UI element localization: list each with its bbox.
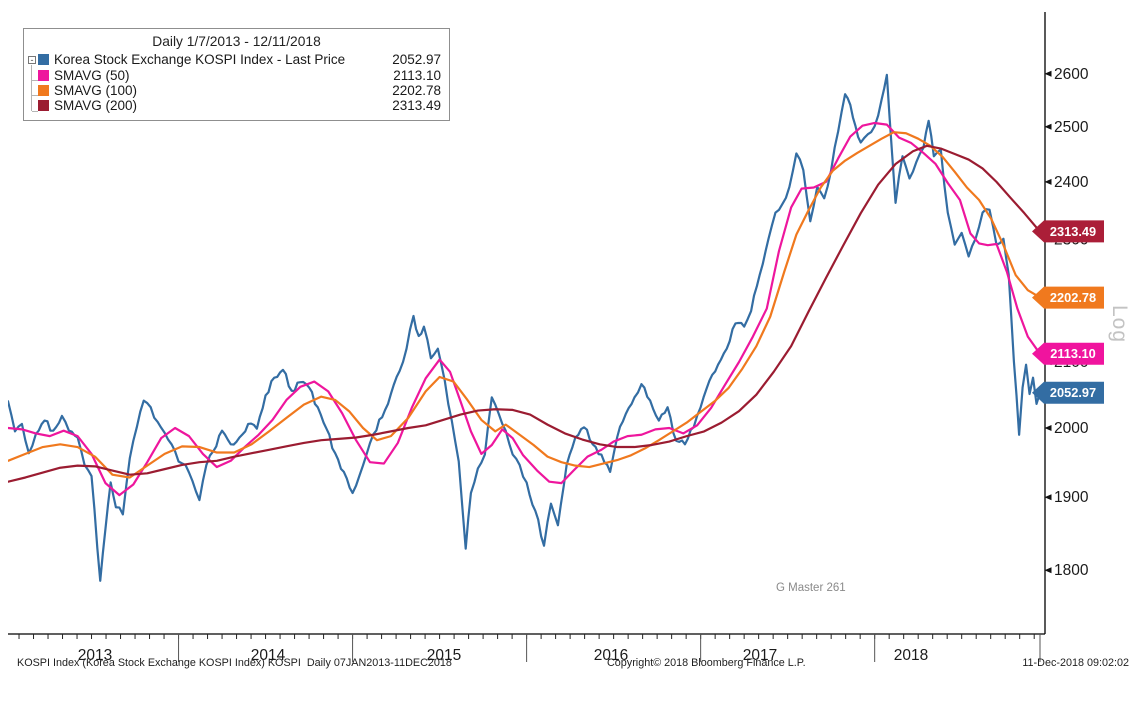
series-line-smavg-100-	[8, 131, 1042, 479]
axis-price-badge	[1032, 220, 1104, 243]
smavg100-series-swatch	[38, 84, 49, 96]
chart-watermark: G Master 261	[776, 582, 846, 594]
legend-tree-stub	[32, 80, 38, 81]
legend-row-smavg50: SMAVG (50) 2113.10	[24, 67, 449, 83]
kospi-series-swatch	[38, 54, 49, 66]
legend-rows: Korea Stock Exchange KOSPI Index - Last …	[24, 52, 449, 114]
legend-tree-expander-icon[interactable]: -	[28, 56, 36, 65]
x-year-label: 2013	[78, 647, 112, 664]
x-year-label: 2018	[894, 647, 928, 664]
y-tick-mark	[1044, 178, 1052, 185]
axis-price-badge-value: 2313.49	[1050, 224, 1096, 239]
legend-label: SMAVG (100)	[54, 82, 138, 98]
legend-row-last-price: Korea Stock Exchange KOSPI Index - Last …	[24, 52, 449, 67]
y-tick-mark	[1044, 123, 1052, 130]
legend-value: 2202.78	[392, 82, 441, 98]
y-tick-label: 2400	[1054, 174, 1089, 191]
y-tick-label: 1900	[1054, 489, 1089, 506]
series-line-smavg-200-	[8, 144, 1042, 483]
y-tick-mark	[1044, 567, 1052, 574]
axis-price-badge	[1032, 342, 1104, 365]
series-line-smavg-50-	[8, 121, 1042, 497]
axis-price-badge-value: 2202.78	[1050, 290, 1096, 305]
legend-tree-rail	[31, 65, 32, 111]
legend-row-smavg200: SMAVG (200) 2313.49	[24, 98, 449, 113]
smavg50-series-swatch	[38, 69, 49, 81]
legend-tree-stub	[32, 95, 38, 96]
legend-label: SMAVG (200)	[54, 98, 138, 114]
x-year-label: 2014	[251, 647, 286, 664]
legend-label: Korea Stock Exchange KOSPI Index - Last …	[54, 52, 346, 68]
footer-copyright: Copyright© 2018 Bloomberg Finance L.P.	[607, 657, 806, 669]
footer-timestamp: 11-Dec-2018 09:02:02	[1022, 657, 1129, 669]
axis-price-badge-value: 2052.97	[1050, 385, 1096, 400]
x-year-label: 2016	[594, 647, 628, 664]
legend-value: 2113.10	[393, 67, 441, 83]
series-line-korea-stock-exchange-kospi-index-last-price	[8, 73, 1042, 582]
y-tick-mark	[1044, 425, 1052, 431]
legend-value: 2313.49	[392, 98, 441, 114]
x-year-label: 2015	[427, 647, 461, 664]
legend-row-smavg100: SMAVG (100) 2202.78	[24, 83, 449, 98]
y-tick-mark	[1044, 494, 1052, 501]
legend-label: SMAVG (50)	[54, 67, 130, 83]
y-tick-label: 1800	[1054, 562, 1089, 579]
legend-title: Daily 1/7/2013 - 12/11/2018	[152, 34, 321, 49]
footer-security-description: KOSPI Index (Korea Stock Exchange KOSPI …	[17, 657, 452, 669]
y-tick-label: 2000	[1054, 420, 1089, 437]
legend-value: 2052.97	[392, 52, 441, 68]
axis-price-badge	[1032, 381, 1104, 404]
legend-tree-stub	[32, 111, 38, 112]
log-scale-label: Log	[1108, 305, 1131, 344]
smavg200-series-swatch	[38, 100, 49, 112]
axis-price-badge	[1032, 286, 1104, 309]
x-year-label: 2017	[743, 647, 777, 664]
axis-price-badge-value: 2113.10	[1050, 346, 1096, 361]
legend-box: Daily 1/7/2013 - 12/11/2018 - Korea Stoc…	[23, 28, 450, 121]
y-tick-label: 2600	[1054, 66, 1089, 83]
y-tick-label: 2500	[1054, 119, 1089, 136]
y-tick-mark	[1044, 70, 1052, 77]
